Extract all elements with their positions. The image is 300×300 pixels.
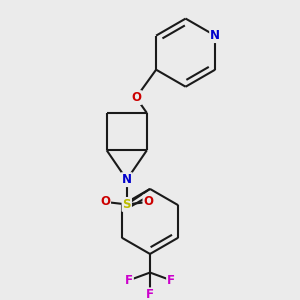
Text: O: O xyxy=(143,195,154,208)
Text: S: S xyxy=(122,198,131,211)
Text: N: N xyxy=(210,29,220,42)
Text: O: O xyxy=(100,195,110,208)
Text: F: F xyxy=(125,274,133,287)
Text: F: F xyxy=(167,274,175,287)
Text: N: N xyxy=(122,173,132,186)
Text: O: O xyxy=(131,91,141,104)
Text: F: F xyxy=(146,288,154,300)
